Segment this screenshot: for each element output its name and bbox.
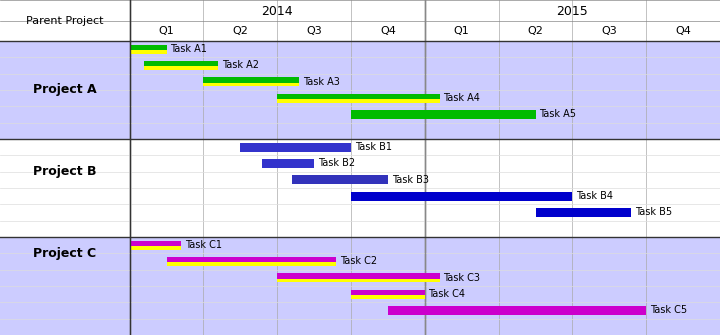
Bar	[388, 306, 647, 315]
Bar	[277, 93, 440, 99]
Bar	[351, 295, 425, 298]
Text: Q2: Q2	[528, 26, 544, 36]
Bar	[536, 208, 631, 217]
Text: Task B2: Task B2	[318, 158, 355, 169]
Bar	[130, 246, 181, 250]
Text: Task C3: Task C3	[444, 273, 480, 283]
Text: Parent Project: Parent Project	[26, 16, 104, 26]
Bar	[351, 192, 572, 201]
Bar	[130, 241, 181, 246]
Bar	[351, 290, 425, 295]
Text: Task C5: Task C5	[650, 306, 687, 316]
Bar	[351, 110, 536, 119]
Text: Q4: Q4	[380, 26, 396, 36]
Text: 2014: 2014	[261, 5, 293, 18]
Text: Task A4: Task A4	[444, 93, 480, 103]
Text: Task C2: Task C2	[340, 257, 377, 266]
Text: Task A1: Task A1	[170, 44, 207, 54]
Text: Task C1: Task C1	[185, 240, 222, 250]
Bar	[204, 83, 300, 86]
Text: Project B: Project B	[33, 165, 96, 178]
Text: Task C4: Task C4	[428, 289, 466, 299]
Text: Q3: Q3	[601, 26, 617, 36]
Bar	[277, 279, 440, 282]
Text: Q1: Q1	[158, 26, 174, 36]
Bar	[204, 77, 300, 83]
Bar	[166, 262, 336, 266]
Text: Project C: Project C	[33, 247, 96, 260]
Text: Task B4: Task B4	[576, 191, 613, 201]
Bar	[277, 273, 440, 279]
Text: Q4: Q4	[675, 26, 691, 36]
Bar	[0, 237, 720, 335]
Text: Task A3: Task A3	[303, 77, 340, 87]
Bar	[0, 0, 720, 41]
Text: Q3: Q3	[306, 26, 322, 36]
Bar	[0, 41, 720, 139]
Text: Task B5: Task B5	[635, 207, 672, 217]
Bar	[144, 66, 218, 70]
Text: Task A5: Task A5	[539, 110, 576, 119]
Bar	[0, 139, 720, 237]
Text: Task B3: Task B3	[392, 175, 428, 185]
Bar	[292, 175, 388, 184]
Bar	[166, 257, 336, 262]
Bar	[144, 61, 218, 66]
Text: Q1: Q1	[454, 26, 469, 36]
Bar	[130, 50, 166, 54]
Bar	[277, 99, 440, 103]
Bar	[240, 143, 351, 151]
Text: Task A2: Task A2	[222, 60, 259, 70]
Text: Q2: Q2	[233, 26, 248, 36]
Text: Project A: Project A	[33, 83, 96, 96]
Text: 2015: 2015	[557, 5, 588, 18]
Bar	[130, 45, 166, 50]
Text: Task B1: Task B1	[355, 142, 392, 152]
Bar	[262, 159, 314, 168]
